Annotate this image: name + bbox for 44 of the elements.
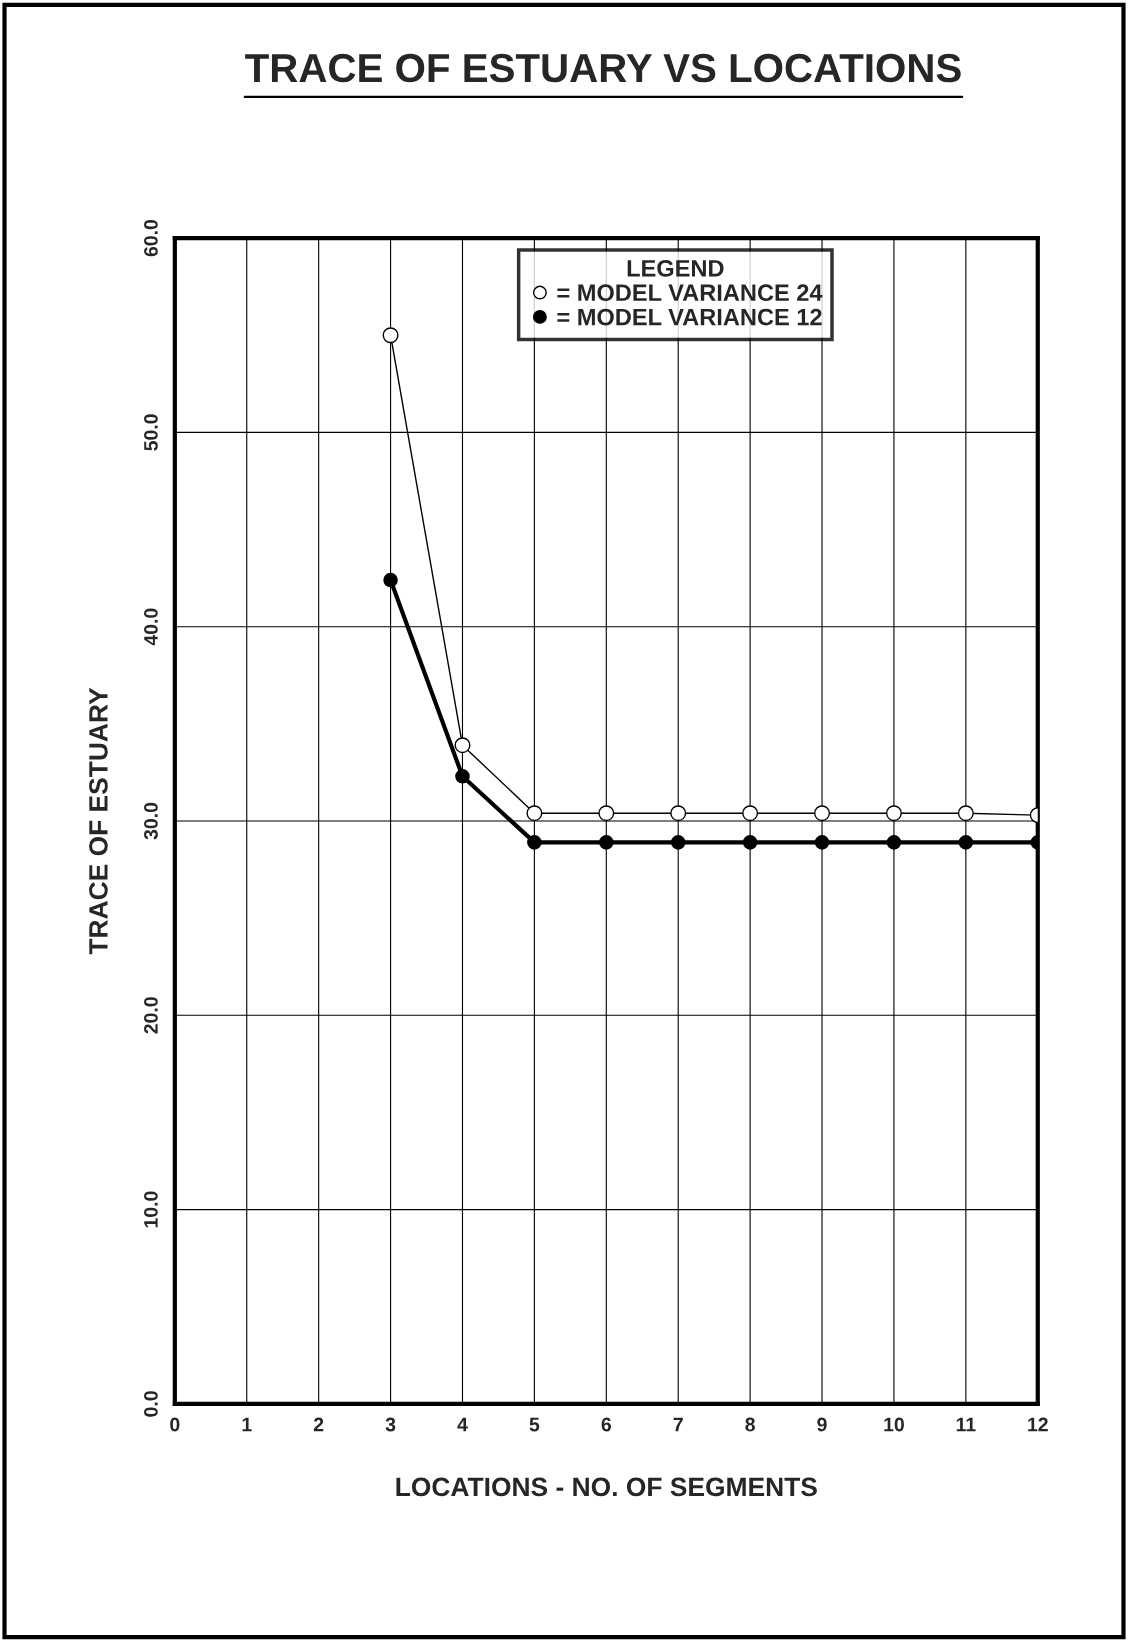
point — [598, 805, 615, 822]
x-tick-label: 5 — [529, 1417, 540, 1432]
legend-title: LEGEND — [627, 259, 724, 277]
point — [599, 835, 614, 850]
y-tick-label: 10.0 — [144, 1191, 158, 1228]
x-tick-label: 10 — [884, 1417, 904, 1432]
x-tick-label: 3 — [385, 1417, 396, 1432]
x-tick-label: 0 — [170, 1417, 180, 1432]
point — [886, 835, 902, 850]
point — [742, 835, 758, 850]
y-axis-title: TRACE OF ESTUARY — [89, 687, 108, 955]
y-tick-label: 20.0 — [144, 997, 158, 1034]
legend-label: = MODEL VARIANCE 24 — [557, 284, 823, 302]
point — [885, 805, 902, 822]
x-tick-label: 8 — [745, 1417, 755, 1432]
point — [958, 835, 974, 850]
x-tick-label: 11 — [956, 1417, 976, 1432]
x-tick-label: 1 — [242, 1417, 252, 1432]
point — [814, 805, 831, 822]
chart-title: TRACE OF ESTUARY VS LOCATIONS — [245, 53, 961, 83]
point — [957, 805, 974, 822]
y-tick-label: 60.0 — [144, 219, 158, 257]
point — [814, 835, 830, 850]
legend-label: = MODEL VARIANCE 12 — [557, 308, 822, 326]
x-tick-label: 7 — [673, 1417, 683, 1432]
x-tick-label: 12 — [1028, 1417, 1048, 1432]
point — [454, 737, 471, 754]
point — [527, 835, 542, 850]
y-tick-label: 40.0 — [144, 608, 158, 646]
x-tick-label: 6 — [601, 1417, 611, 1432]
point — [670, 805, 687, 822]
y-tick-label: 50.0 — [144, 414, 158, 451]
point — [383, 572, 398, 588]
y-tick-label: 30.0 — [144, 802, 158, 840]
x-tick-label: 4 — [457, 1417, 468, 1432]
point — [742, 805, 759, 822]
x-tick-label: 9 — [817, 1417, 827, 1432]
x-axis-title: LOCATIONS - NO. OF SEGMENTS — [396, 1477, 817, 1497]
point — [382, 327, 399, 344]
point — [670, 835, 686, 850]
x-tick-label: 2 — [313, 1417, 324, 1432]
y-tick-label: 0.0 — [144, 1391, 158, 1417]
point — [455, 769, 470, 784]
point — [526, 805, 543, 822]
